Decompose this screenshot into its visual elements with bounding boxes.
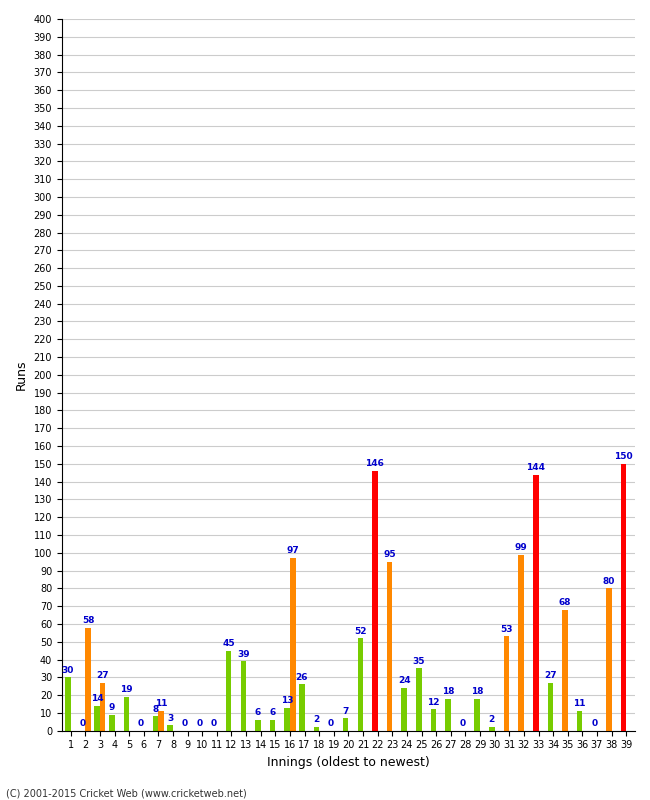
Text: 12: 12 <box>427 698 439 706</box>
Text: 26: 26 <box>296 673 308 682</box>
Text: 68: 68 <box>559 598 571 607</box>
Text: 30: 30 <box>62 666 74 674</box>
Text: 58: 58 <box>82 616 94 625</box>
Text: 0: 0 <box>138 719 144 728</box>
Text: 6: 6 <box>270 708 276 718</box>
Bar <box>547 682 553 730</box>
Text: 0: 0 <box>211 719 217 728</box>
Bar <box>606 588 612 730</box>
Bar <box>226 650 231 730</box>
Bar <box>387 562 393 730</box>
Bar <box>372 471 378 730</box>
Bar <box>518 554 524 730</box>
Text: (C) 2001-2015 Cricket Web (www.cricketweb.net): (C) 2001-2015 Cricket Web (www.cricketwe… <box>6 788 247 798</box>
Bar <box>153 717 159 730</box>
Text: 99: 99 <box>515 543 528 552</box>
Text: 0: 0 <box>79 719 86 728</box>
Bar <box>85 627 91 730</box>
Bar <box>489 727 495 730</box>
Text: 150: 150 <box>614 452 632 461</box>
Text: 39: 39 <box>237 650 250 658</box>
Bar <box>100 682 105 730</box>
Bar <box>314 727 319 730</box>
Text: 0: 0 <box>591 719 597 728</box>
Text: 45: 45 <box>222 639 235 648</box>
Text: 24: 24 <box>398 676 410 686</box>
Bar <box>504 637 509 730</box>
Text: 18: 18 <box>471 687 484 696</box>
Text: 0: 0 <box>460 719 465 728</box>
Bar <box>109 714 114 730</box>
Text: 97: 97 <box>287 546 299 555</box>
Bar <box>430 710 436 730</box>
Text: 7: 7 <box>343 706 349 715</box>
Text: 9: 9 <box>109 703 115 712</box>
Bar <box>124 697 129 730</box>
Text: 95: 95 <box>384 550 396 559</box>
Bar <box>159 711 164 730</box>
Text: 6: 6 <box>255 708 261 718</box>
Text: 27: 27 <box>96 671 109 680</box>
Bar <box>445 698 451 730</box>
Text: 53: 53 <box>500 625 513 634</box>
Bar <box>402 688 407 730</box>
Text: 35: 35 <box>413 657 425 666</box>
Text: 11: 11 <box>155 699 168 709</box>
Text: 18: 18 <box>442 687 454 696</box>
Bar <box>343 718 348 730</box>
Bar <box>533 474 538 730</box>
Bar <box>562 610 567 730</box>
Text: 19: 19 <box>120 686 133 694</box>
Bar <box>290 558 296 730</box>
Bar <box>577 711 582 730</box>
Text: 11: 11 <box>573 699 586 709</box>
Bar <box>168 726 173 730</box>
Text: 144: 144 <box>526 463 545 472</box>
Text: 2: 2 <box>313 715 320 725</box>
Bar <box>270 720 276 730</box>
Bar <box>299 685 305 730</box>
Y-axis label: Runs: Runs <box>15 360 28 390</box>
Bar <box>285 707 290 730</box>
Text: 14: 14 <box>91 694 103 703</box>
Text: 80: 80 <box>603 577 615 586</box>
Bar <box>416 669 422 730</box>
Text: 0: 0 <box>196 719 203 728</box>
Bar <box>255 720 261 730</box>
Bar <box>621 464 626 730</box>
Text: 8: 8 <box>153 705 159 714</box>
Bar <box>358 638 363 730</box>
Text: 146: 146 <box>365 459 384 468</box>
Text: 0: 0 <box>182 719 188 728</box>
Bar <box>65 678 71 730</box>
Text: 2: 2 <box>489 715 495 725</box>
Bar <box>474 698 480 730</box>
Text: 3: 3 <box>167 714 174 722</box>
Text: 52: 52 <box>354 626 367 635</box>
Text: 0: 0 <box>328 719 334 728</box>
Bar <box>94 706 100 730</box>
Text: 27: 27 <box>544 671 556 680</box>
Bar <box>240 662 246 730</box>
Text: 13: 13 <box>281 696 293 705</box>
X-axis label: Innings (oldest to newest): Innings (oldest to newest) <box>267 756 430 769</box>
